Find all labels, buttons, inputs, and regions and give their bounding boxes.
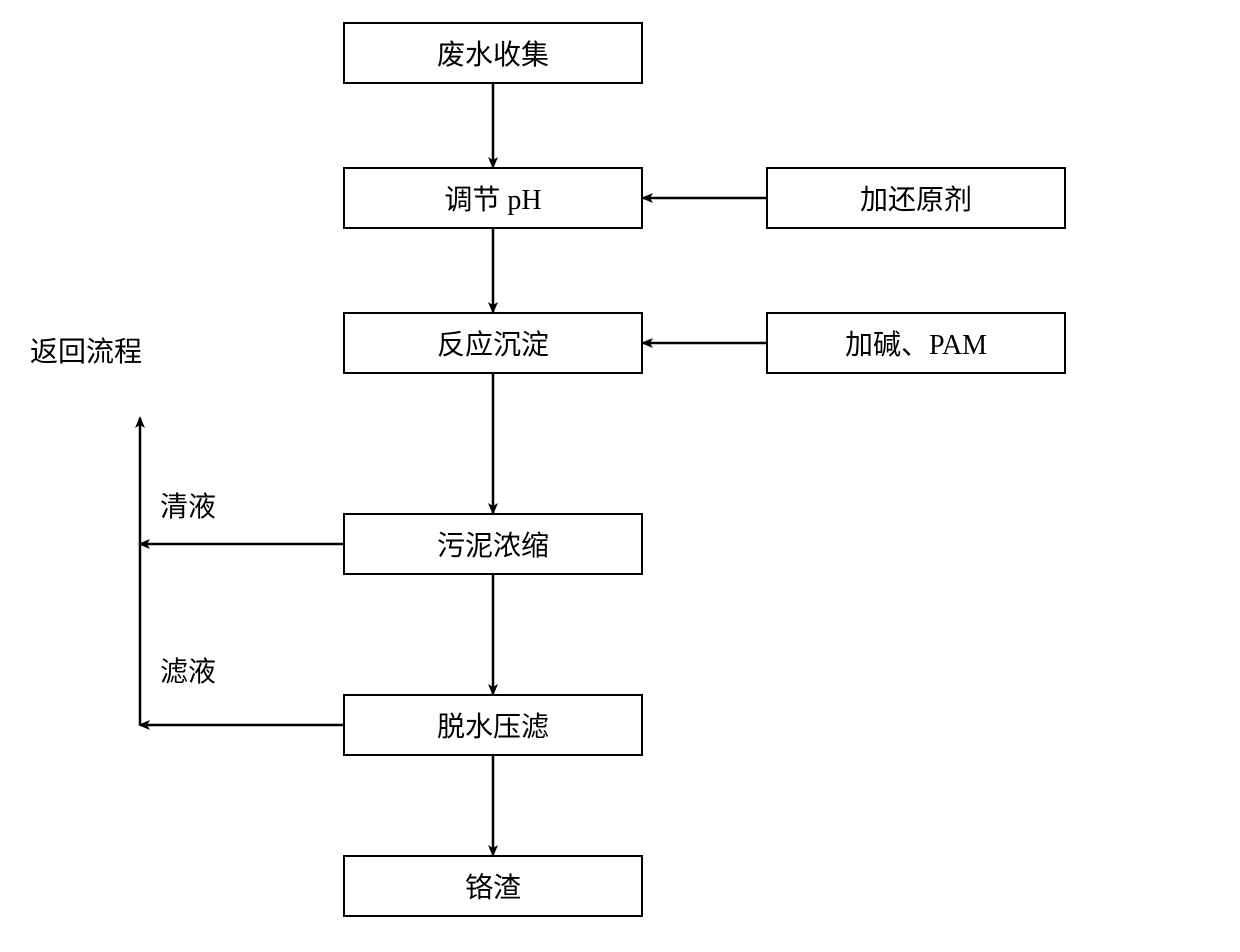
node-add-reductant: 加还原剂 <box>766 167 1066 229</box>
node-sludge-thickening: 污泥浓缩 <box>343 513 643 575</box>
node-reaction-precipitation: 反应沉淀 <box>343 312 643 374</box>
node-label: 加碱、PAM <box>845 323 987 363</box>
node-label: 加还原剂 <box>860 178 972 218</box>
flowchart-arrows <box>0 0 1240 952</box>
node-wastewater-collection: 废水收集 <box>343 22 643 84</box>
node-label: 铬渣 <box>465 866 521 906</box>
label-return-to-process: 返回流程 <box>30 330 142 370</box>
node-label: 污泥浓缩 <box>437 524 549 564</box>
node-label: 调节 pH <box>444 178 541 218</box>
node-label: 脱水压滤 <box>437 705 549 745</box>
label-clear-liquid: 清液 <box>160 485 216 525</box>
label-filtrate: 滤液 <box>160 650 216 690</box>
node-dewatering-filter: 脱水压滤 <box>343 694 643 756</box>
node-add-alkali-pam: 加碱、PAM <box>766 312 1066 374</box>
node-label: 废水收集 <box>437 33 549 73</box>
node-adjust-ph: 调节 pH <box>343 167 643 229</box>
node-label: 反应沉淀 <box>437 323 549 363</box>
node-chromium-slag: 铬渣 <box>343 855 643 917</box>
